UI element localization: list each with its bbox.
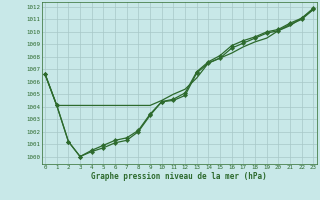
X-axis label: Graphe pression niveau de la mer (hPa): Graphe pression niveau de la mer (hPa) (91, 172, 267, 181)
